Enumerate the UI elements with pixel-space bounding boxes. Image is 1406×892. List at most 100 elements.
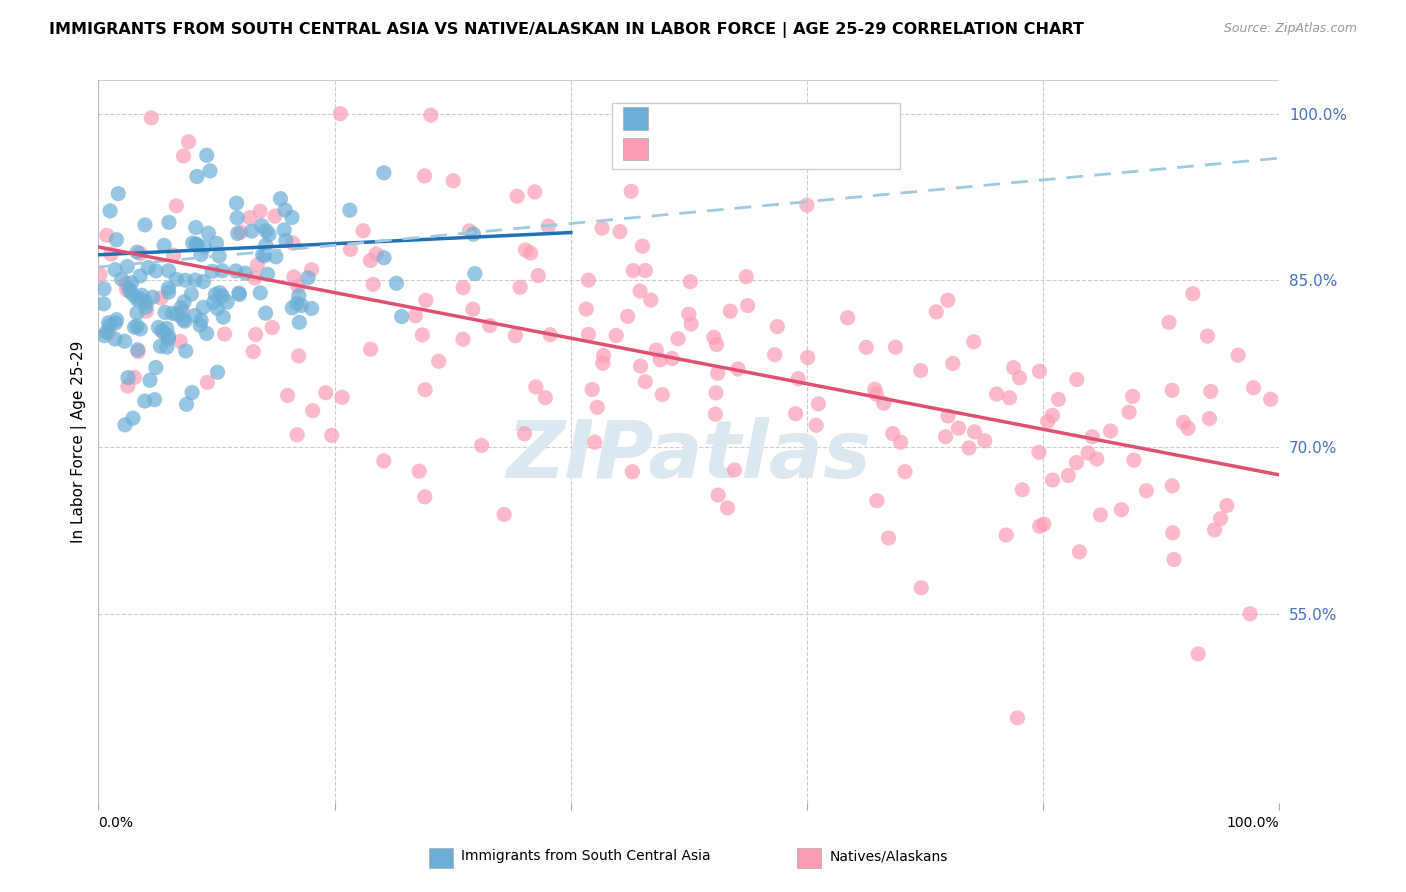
Point bbox=[114, 417, 136, 432]
Text: -0.409: -0.409 bbox=[710, 142, 762, 156]
Point bbox=[150, 324, 173, 338]
Point bbox=[735, 269, 758, 284]
Point bbox=[661, 351, 683, 366]
Point bbox=[621, 263, 644, 277]
Point bbox=[506, 189, 529, 203]
Point bbox=[125, 318, 148, 333]
Point bbox=[413, 490, 436, 504]
Point bbox=[157, 285, 180, 300]
Point bbox=[925, 305, 948, 319]
Point bbox=[212, 310, 235, 325]
Point bbox=[1011, 483, 1033, 497]
Point bbox=[716, 500, 738, 515]
Point bbox=[537, 219, 560, 234]
Text: 0.0%: 0.0% bbox=[98, 816, 134, 830]
Text: R =: R = bbox=[657, 112, 683, 126]
Point bbox=[262, 320, 284, 334]
Point bbox=[177, 135, 200, 149]
Point bbox=[190, 313, 212, 327]
Point bbox=[1069, 545, 1091, 559]
Point bbox=[195, 326, 218, 341]
Point bbox=[575, 302, 598, 317]
Point bbox=[131, 288, 153, 302]
Point bbox=[128, 292, 150, 306]
Point bbox=[197, 376, 219, 390]
Point bbox=[1209, 512, 1232, 526]
Point bbox=[1042, 409, 1064, 423]
Point bbox=[718, 304, 741, 318]
Point bbox=[281, 301, 304, 315]
Text: Natives/Alaskans: Natives/Alaskans bbox=[830, 849, 948, 863]
Point bbox=[287, 349, 309, 363]
Point bbox=[1161, 384, 1184, 398]
Point bbox=[124, 370, 146, 384]
Point bbox=[118, 282, 141, 296]
Point bbox=[787, 372, 810, 386]
Text: N =: N = bbox=[766, 142, 794, 156]
Point bbox=[153, 305, 176, 319]
Point bbox=[707, 488, 730, 502]
Point bbox=[837, 310, 859, 325]
Point bbox=[193, 301, 215, 315]
Point bbox=[166, 308, 188, 322]
Point bbox=[339, 203, 361, 218]
Point bbox=[471, 438, 494, 452]
Point bbox=[252, 248, 274, 262]
Text: 134: 134 bbox=[820, 112, 851, 126]
Text: Immigrants from South Central Asia: Immigrants from South Central Asia bbox=[461, 849, 711, 863]
Point bbox=[1028, 364, 1050, 378]
Point bbox=[877, 531, 900, 545]
Point bbox=[1227, 348, 1250, 362]
Point bbox=[1198, 411, 1220, 425]
Point bbox=[1181, 286, 1204, 301]
Point bbox=[129, 246, 152, 260]
Point bbox=[998, 391, 1021, 405]
Point bbox=[233, 266, 256, 280]
Point bbox=[125, 306, 148, 320]
Point bbox=[404, 309, 426, 323]
Point bbox=[957, 441, 980, 455]
Point bbox=[1122, 453, 1144, 467]
Point bbox=[225, 196, 247, 211]
Point bbox=[1197, 329, 1219, 343]
Point bbox=[948, 421, 970, 435]
Point bbox=[135, 304, 157, 318]
Point bbox=[1002, 360, 1025, 375]
Point bbox=[415, 293, 437, 308]
Point bbox=[287, 279, 309, 293]
Point bbox=[1122, 389, 1144, 403]
Point bbox=[681, 317, 703, 331]
Point bbox=[441, 174, 464, 188]
Point bbox=[855, 340, 877, 354]
Point bbox=[534, 391, 557, 405]
Point bbox=[427, 354, 450, 368]
Point bbox=[254, 224, 277, 238]
Point bbox=[737, 299, 759, 313]
Point bbox=[505, 328, 527, 343]
Point bbox=[1216, 499, 1239, 513]
Point bbox=[934, 430, 956, 444]
Point bbox=[1028, 519, 1050, 533]
Point bbox=[242, 344, 264, 359]
Point bbox=[157, 264, 180, 278]
Point bbox=[806, 418, 828, 433]
Point bbox=[796, 198, 818, 212]
Point bbox=[796, 351, 818, 365]
Point bbox=[211, 289, 233, 303]
Point bbox=[245, 327, 267, 342]
Point bbox=[208, 249, 231, 263]
Point bbox=[366, 247, 388, 261]
Point bbox=[136, 260, 159, 275]
Point bbox=[148, 320, 170, 334]
Point bbox=[254, 306, 277, 320]
Point bbox=[173, 314, 195, 328]
Point bbox=[115, 260, 138, 274]
Point bbox=[884, 340, 907, 354]
Point bbox=[139, 373, 162, 387]
Point bbox=[274, 202, 297, 217]
Point bbox=[616, 310, 638, 324]
Point bbox=[297, 270, 319, 285]
Point bbox=[96, 228, 118, 243]
Point bbox=[578, 327, 600, 342]
Point bbox=[785, 407, 807, 421]
